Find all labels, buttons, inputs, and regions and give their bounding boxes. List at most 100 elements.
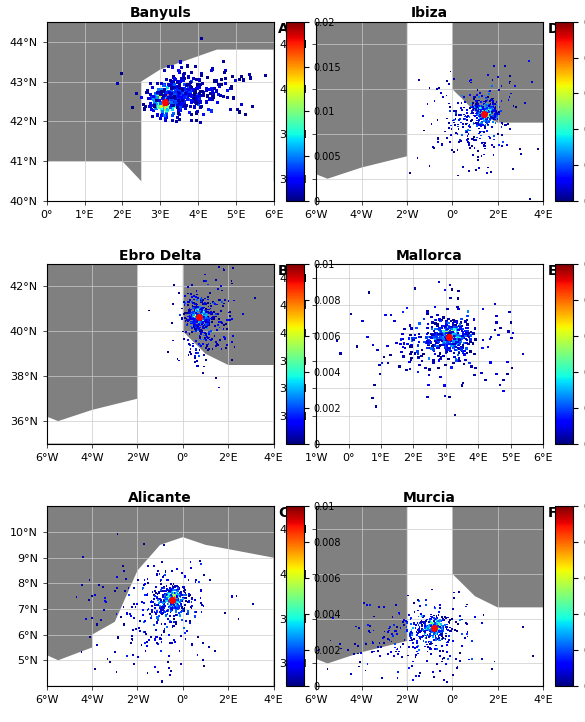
Bar [452,333,454,335]
Bar [148,639,150,641]
Bar [432,622,433,623]
Bar [192,308,194,309]
Bar [484,108,486,110]
Bar [170,670,172,672]
Bar [431,626,433,628]
Bar [429,87,431,89]
Bar [484,124,486,126]
Bar [452,322,455,324]
Bar [183,71,186,75]
Bar [455,326,457,328]
Bar [91,617,94,619]
Bar [158,99,161,103]
Bar [460,114,462,116]
Bar [402,621,404,622]
Bar [483,111,485,113]
Bar [198,323,199,325]
Bar [415,654,417,656]
Bar [441,325,443,327]
Bar [211,98,215,101]
Bar [195,306,197,308]
Bar [452,329,454,331]
Bar [194,312,195,313]
Bar [181,606,183,608]
Bar [489,90,491,92]
Bar [435,627,436,628]
Bar [484,117,487,119]
Bar [165,97,168,101]
Bar [168,610,170,612]
Bar [156,113,159,117]
Bar [171,585,173,587]
Bar [449,349,452,352]
Bar [212,92,215,95]
Bar [446,339,449,341]
Bar [196,308,198,310]
Bar [168,79,171,82]
Bar [208,296,209,297]
Bar [350,673,352,675]
Bar [434,630,436,632]
Bar [176,600,178,602]
Bar [152,601,154,603]
Bar [175,596,177,598]
Bar [479,112,480,114]
Bar [465,331,467,334]
Bar [422,115,424,117]
Bar [166,99,169,102]
Bar [488,112,490,114]
Bar [205,95,208,97]
Bar [378,373,381,375]
Bar [428,625,430,626]
Bar [168,99,171,102]
Bar [166,596,168,599]
Bar [178,98,181,101]
Bar [339,352,342,355]
Bar [491,126,493,127]
Bar [466,635,469,638]
Bar [218,92,221,96]
Bar [166,94,169,97]
Bar [193,92,196,95]
Bar [393,656,395,657]
Bar [477,156,479,157]
Bar [179,100,183,103]
Bar [397,648,398,650]
Bar [198,79,201,82]
Bar [157,95,160,97]
Bar [189,105,192,108]
Bar [453,335,456,337]
Bar [445,638,446,640]
Bar [171,601,173,604]
Bar [170,80,173,83]
Bar [433,627,435,628]
Bar [226,89,229,92]
Bar [455,326,457,329]
Bar [395,630,397,632]
Bar [199,318,201,319]
Bar [433,619,436,622]
Bar [240,74,243,78]
Bar [436,332,438,334]
Bar [444,325,446,327]
Bar [193,93,197,96]
Bar [435,619,436,620]
Bar [489,100,491,102]
Bar [396,627,398,628]
Bar [132,629,134,631]
Bar [425,604,426,606]
Bar [170,598,172,600]
Bar [166,99,168,103]
Bar [192,96,195,99]
Bar [94,593,96,596]
Bar [173,603,174,605]
Bar [454,414,456,416]
Bar [207,323,209,325]
Bar [205,321,207,323]
Bar [171,593,173,596]
Bar [146,594,148,596]
Bar [116,587,118,589]
Bar [435,626,437,628]
Bar [224,337,226,339]
Bar [449,336,452,339]
